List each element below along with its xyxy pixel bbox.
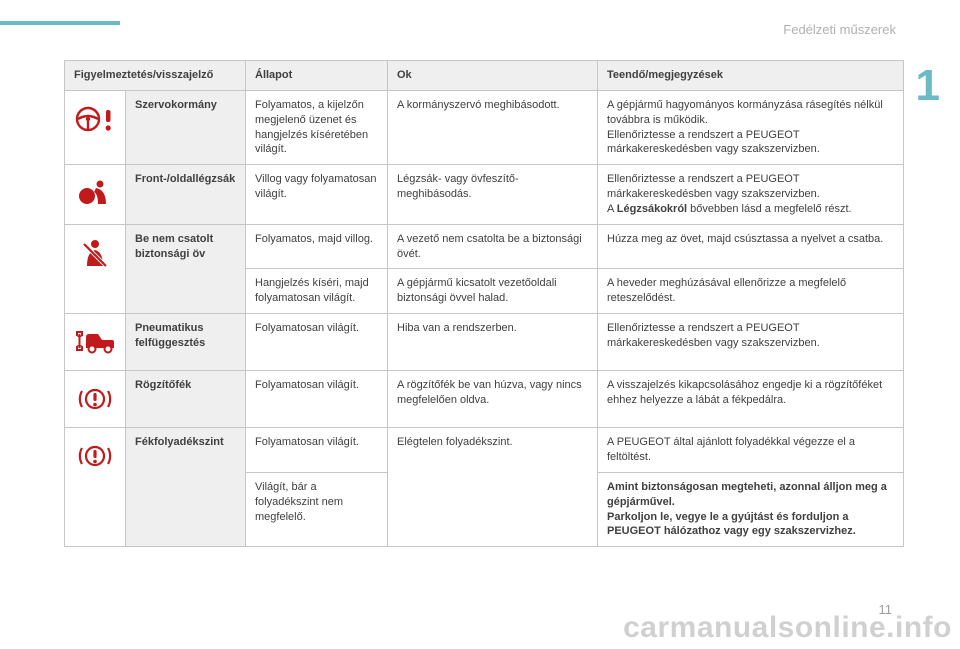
indicator-todo: A heveder meghúzásával ellenőrizze a meg…	[598, 269, 904, 314]
indicator-cause: A rögzítőfék be van húzva, vagy nincs me…	[388, 371, 598, 428]
col-header-todo: Teendő/megjegyzések	[598, 61, 904, 91]
seatbelt-icon	[74, 232, 116, 274]
col-header-state: Állapot	[246, 61, 388, 91]
indicator-cause: A vezető nem csatolta be a biztonsági öv…	[388, 224, 598, 269]
brake-fluid-icon	[74, 435, 116, 477]
indicator-name: Fékfolyadékszint	[126, 428, 246, 547]
indicator-name: Pneumatikus felfüggesztés	[126, 314, 246, 371]
table-header-row: Figyelmeztetés/visszajelző Állapot Ok Te…	[65, 61, 904, 91]
indicator-todo: A visszajelzés kikapcsolásához engedje k…	[598, 371, 904, 428]
icon-cell	[65, 371, 126, 428]
table-row: Fékfolyadékszint Folyamatosan világít. E…	[65, 428, 904, 473]
warning-indicator-table: Figyelmeztetés/visszajelző Állapot Ok Te…	[64, 60, 904, 547]
table-row: Be nem csatolt biztonsági öv Folyamatos,…	[65, 224, 904, 269]
section-title: Fedélzeti műszerek	[783, 22, 896, 37]
parking-brake-icon	[74, 378, 116, 420]
indicator-cause: Hiba van a rendszerben.	[388, 314, 598, 371]
indicator-cause: Légzsák- vagy övfeszítő-meghibásodás.	[388, 165, 598, 225]
indicator-cause: A gépjármű kicsatolt vezetőoldali bizton…	[388, 269, 598, 314]
col-header-indicator: Figyelmeztetés/visszajelző	[65, 61, 246, 91]
icon-cell	[65, 314, 126, 371]
airbag-icon	[74, 172, 116, 214]
icon-cell	[65, 90, 126, 164]
top-accent-bar	[0, 21, 120, 25]
indicator-todo: Amint biztonságosan megteheti, azonnal á…	[598, 472, 904, 546]
steering-warning-icon	[74, 98, 116, 140]
indicator-name: Be nem csatolt biztonsági öv	[126, 224, 246, 313]
icon-cell	[65, 428, 126, 547]
indicator-cause: A kormányszervó meghibásodott.	[388, 90, 598, 164]
indicator-state: Folyamatosan világít.	[246, 428, 388, 473]
pneumatic-suspension-icon	[74, 321, 116, 363]
indicator-state: Hangjelzés kíséri, majd folyamatosan vil…	[246, 269, 388, 314]
col-header-cause: Ok	[388, 61, 598, 91]
table-row: Front-/oldallégzsák Villog vagy folyamat…	[65, 165, 904, 225]
table-row: Pneumatikus felfüggesztés Folyamatosan v…	[65, 314, 904, 371]
indicator-name: Szervokormány	[126, 90, 246, 164]
indicator-state: Folyamatosan világít.	[246, 371, 388, 428]
indicator-state: Villog vagy folyamatosan világít.	[246, 165, 388, 225]
indicator-name: Rögzítőfék	[126, 371, 246, 428]
indicator-todo: Húzza meg az övet, majd csúsztassa a nye…	[598, 224, 904, 269]
icon-cell	[65, 165, 126, 225]
watermark: carmanualsonline.info	[623, 611, 952, 645]
indicator-todo: Ellenőriztesse a rendszert a PEUGEOT már…	[598, 314, 904, 371]
indicator-todo: A gépjármű hagyományos kormányzása ráseg…	[598, 90, 904, 164]
indicator-cause: Elégtelen folyadékszint.	[388, 428, 598, 547]
indicator-todo: A PEUGEOT által ajánlott folyadékkal vég…	[598, 428, 904, 473]
table-row: Szervokormány Folyamatos, a kijelzőn meg…	[65, 90, 904, 164]
indicator-todo: Ellenőriztesse a rendszert a PEUGEOT már…	[598, 165, 904, 225]
indicator-state: Világít, bár a folyadékszint nem megfele…	[246, 472, 388, 546]
indicator-state: Folyamatosan világít.	[246, 314, 388, 371]
chapter-number: 1	[916, 64, 940, 108]
icon-cell	[65, 224, 126, 313]
indicator-state: Folyamatos, a kijelzőn megjelenő üzenet …	[246, 90, 388, 164]
indicator-state: Folyamatos, majd villog.	[246, 224, 388, 269]
indicator-name: Front-/oldallégzsák	[126, 165, 246, 225]
table-row: Rögzítőfék Folyamatosan világít. A rögzí…	[65, 371, 904, 428]
